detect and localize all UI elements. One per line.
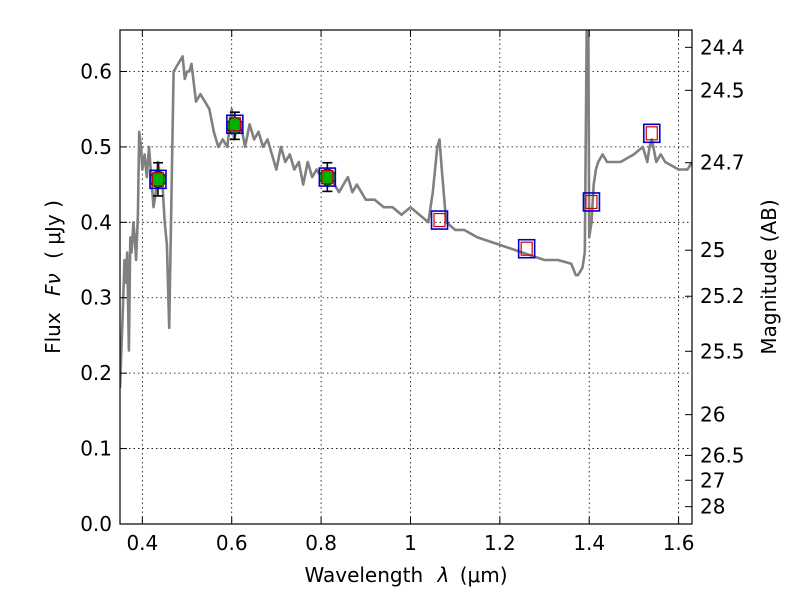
model-photometry-box [430,210,449,230]
plot-background [120,30,692,524]
model-photometry-box [149,169,167,190]
sed-model-line [120,30,692,389]
model-photometry-inner [433,212,446,228]
y-tick-label: 0.0 [80,512,112,536]
series-layer [120,30,692,389]
y-tick-label: 0.5 [80,135,112,159]
x-axis-label-unit: (μm) [460,563,508,587]
y-tick-label: 0.1 [80,437,112,461]
x-tick-label: 0.4 [126,531,158,555]
y-tick-label: 0.4 [80,210,112,234]
plot-frame [119,29,693,525]
model-photometry-box [226,114,244,135]
y2-tick-label: 24.7 [700,151,745,175]
y-axis-label-symbol: Fν [41,273,65,296]
model-photometry-inner [645,126,658,141]
x-tick-label: 0.6 [216,531,248,555]
y-axis-label: Flux Fν ( μJy ) [41,200,65,354]
y-tick-label: 0.6 [80,59,112,83]
model-photometry-box [517,238,536,259]
model-photometry-inner [520,241,533,256]
y2-tick-label: 27 [700,468,725,492]
y2-tick-label: 28 [700,495,725,519]
x-tick-label: 1.6 [663,531,695,555]
y-tick-label: 0.2 [80,361,112,385]
y-axis-label-prefix: Flux [41,312,65,354]
model-photometry-inner [585,194,598,210]
axes: 0.4 0.6 0.8 1 1.2 1.4 1.6 0.0 0.1 0.2 0.3 0.4 0.5 0.6… [80,30,745,555]
model-photometry-box [582,192,601,212]
model-photometry-inner [228,117,241,132]
model-photometry-inner [321,169,334,185]
y2-axis-label: Magnitude (AB) [757,199,781,354]
y-tick-label: 0.3 [80,286,112,310]
x-tick-label: 0.8 [305,531,337,555]
model-photometry-box [642,123,661,144]
x-tick-label: 1.2 [484,531,516,555]
x-axis-label-symbol: λ [437,563,450,587]
x-tick-label: 1 [404,531,417,555]
y2-tick-label: 24.4 [700,35,745,59]
y2-tick-label: 25.5 [700,339,745,363]
x-tick-label: 1.4 [573,531,605,555]
x-axis-label: Wavelength λ (μm) [304,563,507,587]
y2-tick-label: 26.5 [700,443,745,467]
y-axis-label-unit: ( μJy ) [41,200,65,259]
y2-tick-label: 25.2 [700,284,745,308]
x-axis-label-prefix: Wavelength [304,563,423,587]
y2-tick-label: 24.5 [700,78,745,102]
model-photometry-inner [151,172,165,187]
y2-tick-label: 26 [700,403,725,427]
y2-tick-label: 25 [700,238,725,262]
model-photometry-box [318,167,337,187]
